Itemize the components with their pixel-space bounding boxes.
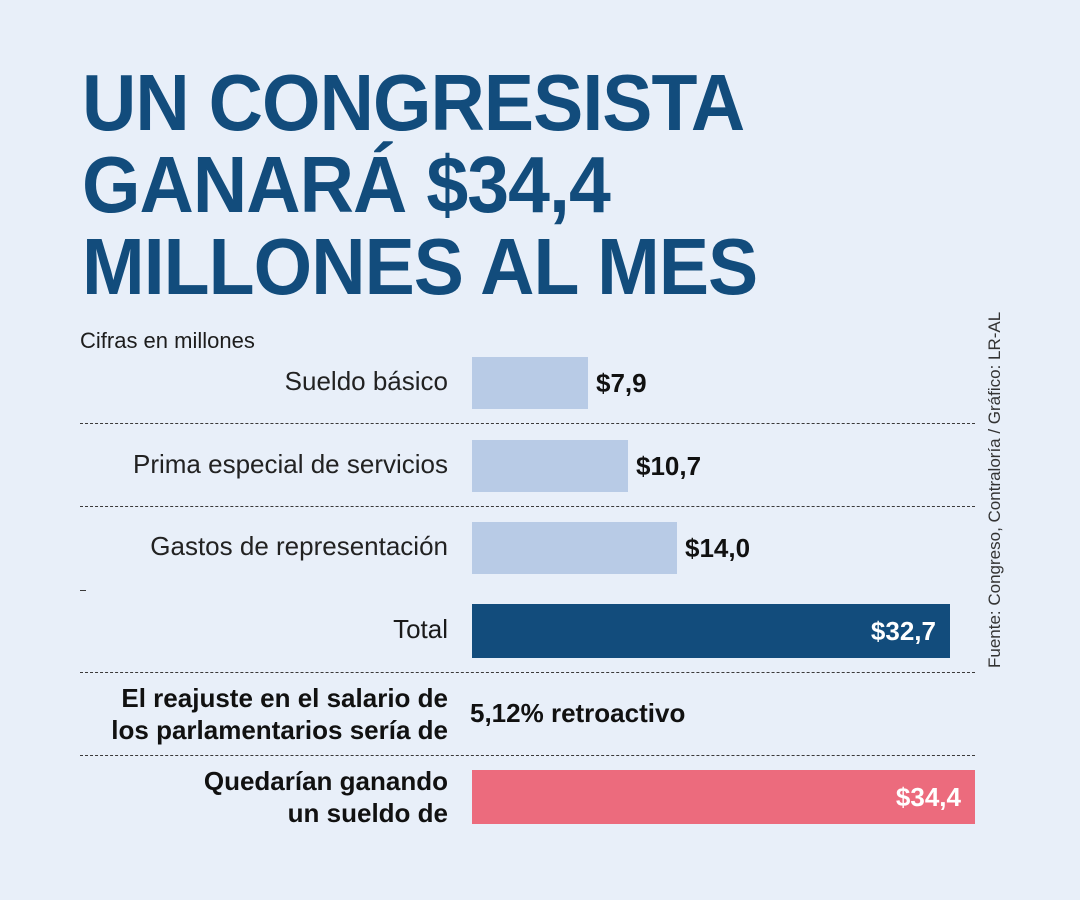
bar-gastos-representacion xyxy=(472,522,677,574)
title-line-2: GANARÁ $34,4 xyxy=(82,140,611,229)
bar-total xyxy=(472,604,950,658)
row-separator xyxy=(80,506,975,507)
value-label-total: $32,7 xyxy=(870,616,936,646)
category-label-final: Quedarían ganando un sueldo de xyxy=(204,765,448,829)
value-label-final: $34,4 xyxy=(895,782,961,812)
reajuste-value: 5,12% retroactivo xyxy=(470,698,686,728)
category-label-sueldo: Sueldo básico xyxy=(284,366,448,396)
bar-sueldo-final xyxy=(472,770,975,824)
value-label-prima: $10,7 xyxy=(636,451,702,481)
final-line-2: un sueldo de xyxy=(287,798,448,828)
value-label-sueldo: $7,9 xyxy=(596,368,647,398)
category-label-reajuste: El reajuste en el salario de los parlame… xyxy=(111,682,448,746)
title-line-3: MILLONES AL MES xyxy=(82,222,758,311)
chart-title: UN CONGRESISTA GANARÁ $34,4 MILLONES AL … xyxy=(82,62,928,308)
final-line-1: Quedarían ganando xyxy=(203,766,448,796)
bar-prima-especial xyxy=(472,440,628,492)
category-label-prima: Prima especial de servicios xyxy=(132,449,448,479)
row-tick-mark xyxy=(80,590,86,591)
row-separator xyxy=(80,755,975,756)
category-label-gastos: Gastos de representación xyxy=(150,531,448,561)
reajuste-line-1: El reajuste en el salario de xyxy=(121,683,448,713)
row-separator xyxy=(80,423,975,424)
chart-subtitle: Cifras en millones xyxy=(80,328,255,353)
reajuste-line-2: los parlamentarios sería de xyxy=(111,715,448,745)
title-line-1: UN CONGRESISTA xyxy=(82,58,745,147)
bar-sueldo-basico xyxy=(472,357,588,409)
category-label-total: Total xyxy=(393,614,448,644)
row-separator xyxy=(80,672,975,673)
source-credit: Fuente: Congreso, Contraloría / Gráfico:… xyxy=(985,311,1004,668)
value-label-gastos: $14,0 xyxy=(685,533,751,563)
